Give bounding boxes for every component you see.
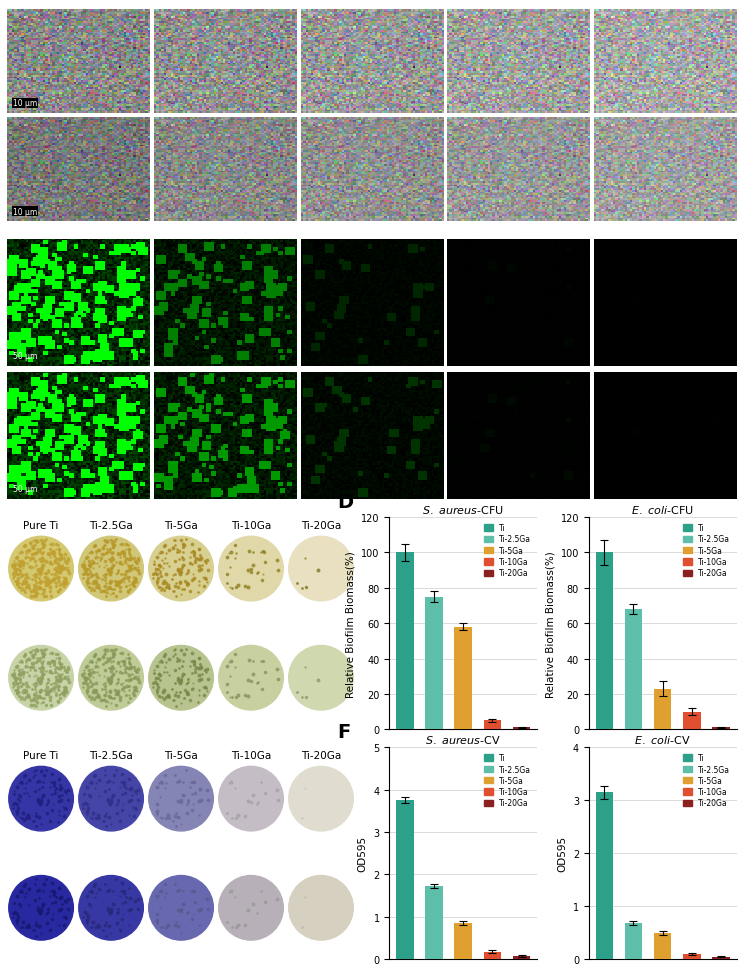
Bar xyxy=(484,721,501,730)
Legend: Ti, Ti-2.5Ga, Ti-5Ga, Ti-10Ga, Ti-20Ga: Ti, Ti-2.5Ga, Ti-5Ga, Ti-10Ga, Ti-20Ga xyxy=(481,751,533,810)
Bar xyxy=(513,728,530,730)
Circle shape xyxy=(79,645,144,710)
Bar xyxy=(455,923,472,959)
Y-axis label: Relative Biofilm Biomass(%): Relative Biofilm Biomass(%) xyxy=(345,550,356,697)
Text: D: D xyxy=(338,492,354,511)
Circle shape xyxy=(79,766,144,831)
Circle shape xyxy=(149,537,214,601)
Circle shape xyxy=(219,537,283,601)
Bar xyxy=(426,597,443,730)
Text: Pure Ti: Pure Ti xyxy=(60,0,97,1)
Text: Ti-10Ga: Ti-10Ga xyxy=(497,0,540,1)
Bar xyxy=(654,689,671,730)
Title: $\it{S.\ aureus}$-CV: $\it{S.\ aureus}$-CV xyxy=(426,734,501,745)
Y-axis label: OD595: OD595 xyxy=(358,835,368,871)
Circle shape xyxy=(219,766,283,831)
Legend: Ti, Ti-2.5Ga, Ti-5Ga, Ti-10Ga, Ti-20Ga: Ti, Ti-2.5Ga, Ti-5Ga, Ti-10Ga, Ti-20Ga xyxy=(681,521,733,580)
Bar xyxy=(455,627,472,730)
Circle shape xyxy=(219,645,283,710)
Bar xyxy=(396,800,414,959)
Text: Pure Ti: Pure Ti xyxy=(23,750,59,760)
Text: Ti-10Ga: Ti-10Ga xyxy=(231,520,271,530)
Text: Ti-2.5Ga: Ti-2.5Ga xyxy=(89,520,133,530)
Y-axis label: OD595: OD595 xyxy=(557,835,567,871)
Y-axis label: Relative Biofilm Biomass(%): Relative Biofilm Biomass(%) xyxy=(545,550,555,697)
Text: 10 μm: 10 μm xyxy=(13,100,37,109)
Legend: Ti, Ti-2.5Ga, Ti-5Ga, Ti-10Ga, Ti-20Ga: Ti, Ti-2.5Ga, Ti-5Ga, Ti-10Ga, Ti-20Ga xyxy=(681,751,733,810)
Circle shape xyxy=(149,645,214,710)
Circle shape xyxy=(289,766,353,831)
Circle shape xyxy=(289,876,353,940)
Title: $\it{E.\ coli}$-CFU: $\it{E.\ coli}$-CFU xyxy=(631,503,694,516)
Circle shape xyxy=(289,645,353,710)
Circle shape xyxy=(149,876,214,940)
Circle shape xyxy=(9,537,74,601)
Bar xyxy=(654,933,671,959)
Text: Ti-10Ga: Ti-10Ga xyxy=(231,750,271,760)
Text: Pure Ti: Pure Ti xyxy=(23,520,59,530)
Text: 10 μm: 10 μm xyxy=(13,207,37,216)
Legend: Ti, Ti-2.5Ga, Ti-5Ga, Ti-10Ga, Ti-20Ga: Ti, Ti-2.5Ga, Ti-5Ga, Ti-10Ga, Ti-20Ga xyxy=(481,521,533,580)
Bar xyxy=(513,956,530,959)
Text: Ti-5Ga: Ti-5Ga xyxy=(164,750,198,760)
Text: Ti-20Ga: Ti-20Ga xyxy=(301,520,341,530)
Bar xyxy=(484,952,501,959)
Text: 50 μm: 50 μm xyxy=(13,484,37,493)
Bar xyxy=(625,923,642,959)
Bar xyxy=(595,793,613,959)
Text: Ti-5Ga: Ti-5Ga xyxy=(164,520,198,530)
Text: Ti-20Ga: Ti-20Ga xyxy=(644,0,687,1)
Bar xyxy=(712,956,730,959)
Title: $\it{S.\ aureus}$-CFU: $\it{S.\ aureus}$-CFU xyxy=(423,503,504,516)
Text: Ti-2.5Ga: Ti-2.5Ga xyxy=(89,750,133,760)
Circle shape xyxy=(79,537,144,601)
Bar xyxy=(426,887,443,959)
Circle shape xyxy=(9,766,74,831)
Text: Ti-5Ga: Ti-5Ga xyxy=(354,0,390,1)
Text: 50 μm: 50 μm xyxy=(13,352,37,360)
Bar xyxy=(683,712,701,730)
Text: Ti-20Ga: Ti-20Ga xyxy=(301,750,341,760)
Circle shape xyxy=(289,537,353,601)
Bar xyxy=(712,728,730,730)
Circle shape xyxy=(9,645,74,710)
Circle shape xyxy=(149,766,214,831)
Text: Ti-2.5Ga: Ti-2.5Ga xyxy=(202,0,248,1)
Title: $\it{E.\ coli}$-CV: $\it{E.\ coli}$-CV xyxy=(635,734,691,745)
Circle shape xyxy=(79,876,144,940)
Circle shape xyxy=(219,876,283,940)
Bar xyxy=(625,610,642,730)
Circle shape xyxy=(9,876,74,940)
Bar xyxy=(683,954,701,959)
Text: F: F xyxy=(338,722,351,741)
Bar xyxy=(396,553,414,730)
Bar xyxy=(595,553,613,730)
